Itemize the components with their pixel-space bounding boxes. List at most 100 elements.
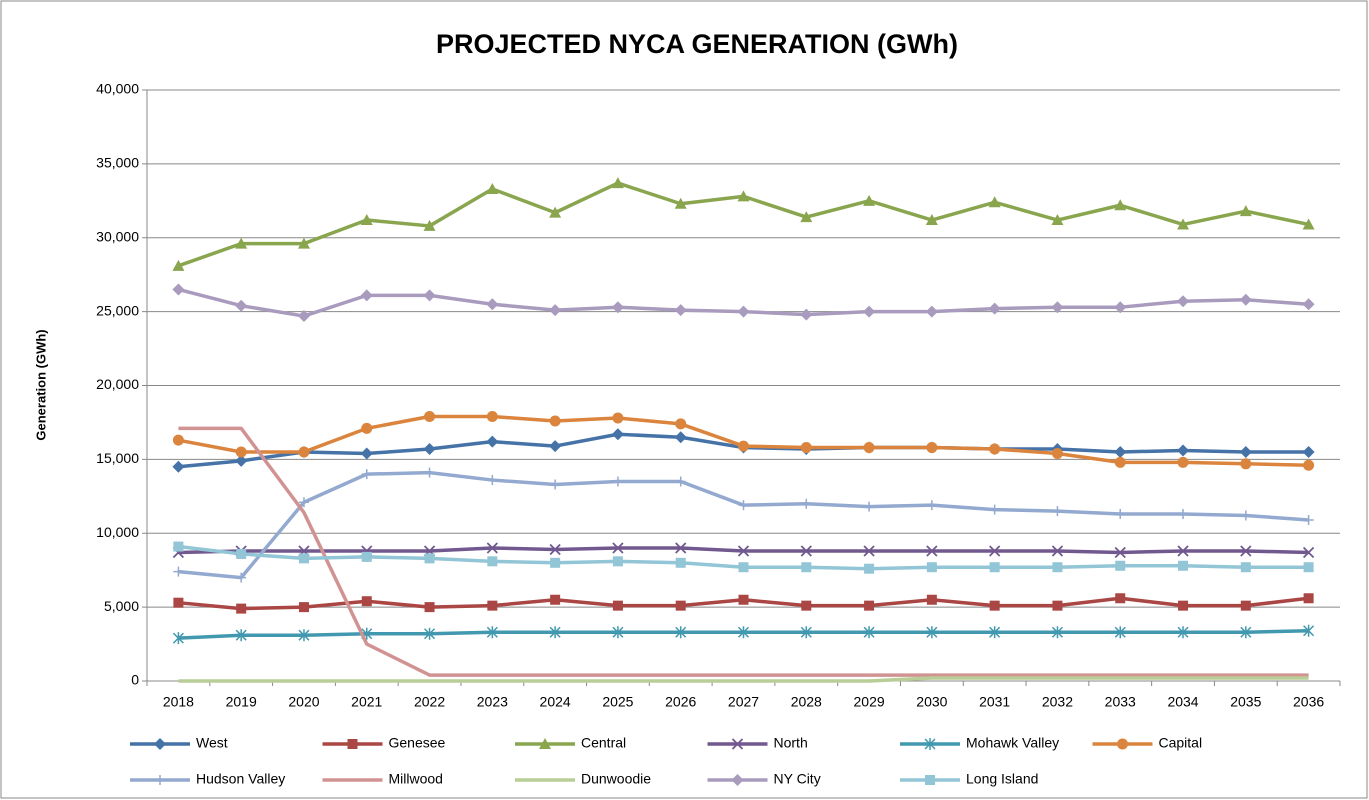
legend-marker [924, 738, 936, 750]
marker [1052, 562, 1063, 573]
marker [675, 600, 686, 611]
x-tick-label: 2029 [854, 694, 885, 710]
marker [612, 600, 623, 611]
marker [926, 545, 938, 557]
marker [549, 440, 562, 453]
marker [1051, 447, 1063, 459]
marker [675, 542, 687, 554]
marker [423, 219, 436, 231]
marker [989, 545, 1001, 557]
marker [423, 443, 436, 456]
marker [298, 553, 309, 564]
marker [424, 553, 435, 564]
marker [612, 542, 624, 554]
marker [1239, 205, 1252, 217]
marker [737, 626, 750, 639]
y-tick-label: 35,000 [96, 155, 139, 171]
marker [360, 447, 373, 460]
marker [1302, 218, 1315, 230]
y-tick-label: 20,000 [96, 376, 139, 392]
marker [863, 194, 876, 206]
marker [236, 548, 247, 559]
marker [801, 498, 812, 509]
x-tick-label: 2026 [665, 694, 696, 710]
marker [1302, 445, 1315, 458]
marker [738, 500, 749, 511]
marker [1114, 445, 1127, 458]
legend-marker [731, 738, 744, 750]
x-tick-label: 2031 [979, 694, 1010, 710]
marker [486, 298, 499, 311]
marker [675, 418, 687, 430]
marker [800, 308, 813, 321]
marker [1178, 509, 1189, 520]
marker [1115, 509, 1126, 520]
marker [486, 411, 498, 423]
chart-title: PROJECTED NYCA GENERATION (GWh) [436, 29, 958, 59]
marker [549, 206, 562, 218]
marker [1177, 545, 1189, 557]
marker [611, 428, 624, 441]
x-tick-label: 2030 [916, 694, 947, 710]
marker [1115, 593, 1126, 604]
x-tick-label: 2021 [351, 694, 382, 710]
marker [1302, 298, 1315, 311]
marker [675, 626, 687, 639]
series-line [178, 426, 1309, 677]
marker [674, 431, 687, 444]
marker [737, 190, 750, 202]
marker [800, 545, 812, 557]
marker [550, 479, 561, 490]
marker [989, 600, 1000, 611]
legend-marker [1117, 738, 1128, 750]
marker [361, 469, 372, 480]
marker [550, 557, 561, 568]
legend-label: Hudson Valley [196, 771, 285, 787]
marker [486, 182, 499, 194]
marker [236, 603, 247, 614]
series-line [178, 676, 1309, 683]
marker [801, 562, 812, 573]
x-tick-label: 2025 [602, 694, 633, 710]
legend-label: West [196, 735, 228, 751]
marker [424, 467, 435, 478]
marker [235, 299, 248, 312]
marker [612, 626, 624, 639]
legend-marker [539, 738, 551, 749]
legend-label: Capital [1159, 735, 1203, 751]
marker [926, 442, 938, 454]
marker [1178, 600, 1189, 611]
marker [864, 501, 875, 512]
marker [988, 196, 1001, 208]
marker [549, 304, 562, 317]
marker [1115, 560, 1126, 571]
marker [1052, 506, 1063, 517]
marker [549, 626, 561, 639]
marker [1114, 199, 1127, 211]
y-tick-label: 40,000 [96, 81, 139, 97]
y-tick-label: 0 [131, 672, 139, 688]
marker [926, 500, 937, 511]
legend-marker [155, 775, 165, 785]
marker [360, 214, 373, 226]
marker [1303, 459, 1315, 471]
marker [926, 626, 938, 639]
x-tick-label: 2022 [414, 694, 445, 710]
marker [989, 562, 1000, 573]
marker [487, 475, 498, 486]
marker [298, 497, 309, 508]
marker [172, 460, 185, 473]
marker [360, 289, 373, 302]
marker [235, 446, 247, 458]
y-tick-label: 30,000 [96, 228, 139, 244]
marker [1239, 293, 1252, 306]
marker [800, 211, 813, 223]
marker [487, 600, 498, 611]
marker [361, 551, 372, 562]
marker [424, 411, 436, 423]
marker [361, 596, 372, 607]
marker [549, 415, 561, 427]
marker [1240, 626, 1252, 639]
marker [172, 259, 185, 271]
